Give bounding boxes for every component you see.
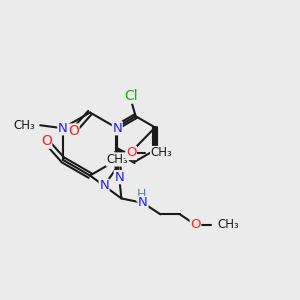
Text: CH₃: CH₃ [13, 119, 35, 132]
Text: CH₃: CH₃ [151, 146, 172, 160]
Text: O: O [68, 124, 79, 138]
Text: Cl: Cl [124, 89, 138, 103]
Text: N: N [58, 122, 68, 135]
Text: CH₃: CH₃ [106, 153, 128, 166]
Text: N: N [138, 196, 148, 209]
Text: N: N [112, 122, 122, 135]
Text: N: N [114, 171, 124, 184]
Text: N: N [99, 179, 109, 192]
Text: CH₃: CH₃ [217, 218, 239, 231]
Text: O: O [190, 218, 201, 231]
Text: O: O [41, 134, 52, 148]
Text: H: H [137, 188, 146, 201]
Text: O: O [126, 146, 136, 160]
